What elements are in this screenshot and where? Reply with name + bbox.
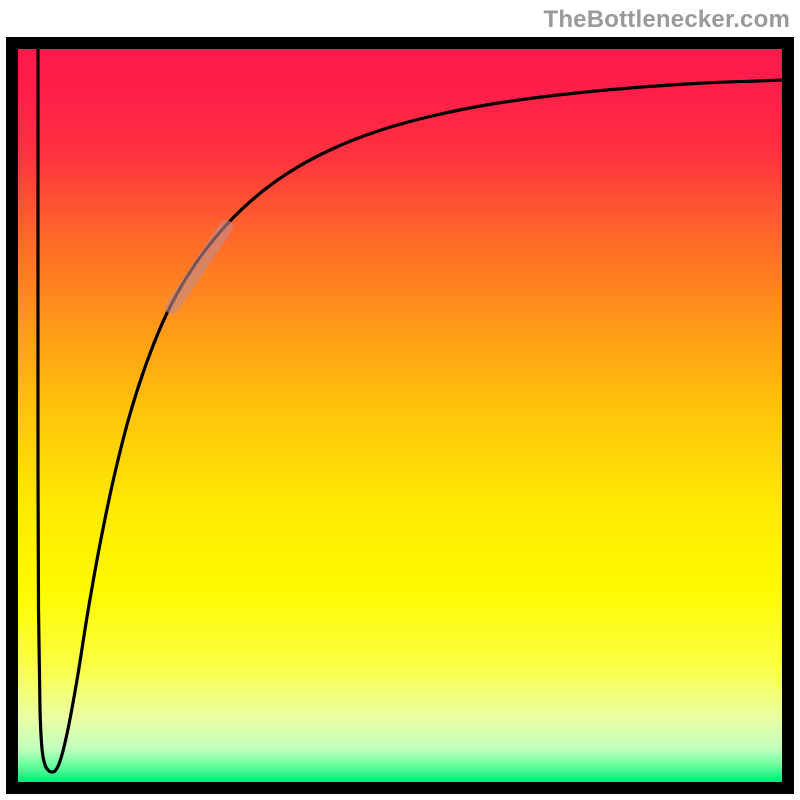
bottleneck-curve-left: [38, 49, 52, 772]
plot-frame: [6, 37, 794, 794]
highlight-segment: [172, 227, 226, 307]
bottleneck-curve-right: [52, 80, 782, 772]
curve-overlay: [18, 49, 782, 782]
bottleneck-chart-root: TheBottlenecker.com: [0, 0, 800, 800]
watermark-text: TheBottlenecker.com: [543, 6, 790, 34]
plot-area: [18, 49, 782, 782]
